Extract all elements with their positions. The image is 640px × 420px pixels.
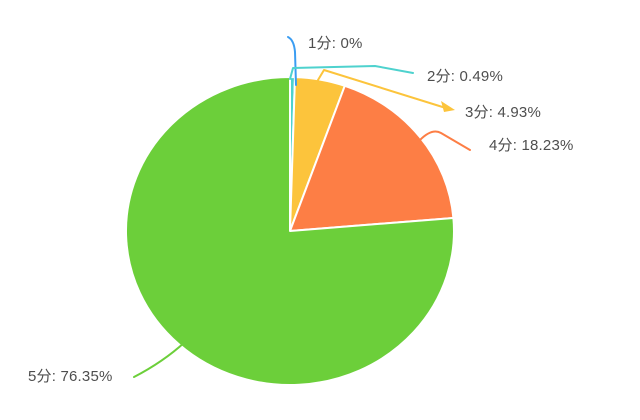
slice-label-2fen: 2分: 0.49% — [427, 68, 504, 85]
leader-line-5fen — [133, 341, 186, 378]
slice-label-4fen: 4分: 18.23% — [489, 137, 574, 154]
slice-label-3fen: 3分: 4.93% — [465, 104, 542, 121]
leader-line-1fen — [287, 36, 297, 86]
pie-slice-5fen[interactable] — [125, 76, 455, 386]
leader-line-4fen — [419, 130, 471, 151]
slice-label-5fen: 5分: 76.35% — [28, 368, 113, 385]
slice-label-1fen: 1分: 0% — [308, 35, 363, 52]
pie-slices — [125, 76, 455, 386]
leader-line-3fen — [317, 69, 450, 110]
pie-slice-4fen[interactable] — [289, 84, 455, 232]
leader-line-2fen — [289, 65, 414, 80]
leader-arrow-3fen — [441, 101, 455, 112]
